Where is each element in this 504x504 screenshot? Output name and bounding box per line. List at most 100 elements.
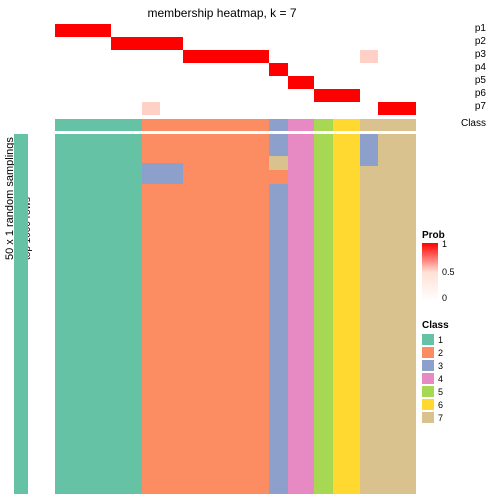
membership-cell [40, 89, 55, 102]
membership-cell [360, 24, 379, 37]
membership-cell [314, 76, 333, 89]
heatmap-column [360, 134, 379, 494]
class-cell [55, 119, 85, 131]
membership-cell [333, 50, 359, 63]
heatmap-segment [111, 134, 141, 494]
membership-cell [85, 37, 111, 50]
membership-cell [183, 76, 269, 89]
heatmap-segment [360, 134, 379, 166]
heatmap-segment [142, 184, 161, 494]
membership-row [40, 37, 416, 50]
membership-cell [314, 102, 333, 115]
membership-cell [160, 63, 183, 76]
membership-cell [85, 102, 111, 115]
prob-legend-title: Prob [422, 230, 492, 241]
heatmap-segment [85, 134, 111, 494]
membership-cell [378, 76, 416, 89]
prob-legend: Prob 1 0.5 0 [422, 230, 492, 301]
membership-cell [269, 24, 288, 37]
p-row-labels: p1p2p3p4p5p6p7 [475, 24, 486, 115]
membership-cell [142, 63, 161, 76]
membership-cell [288, 24, 314, 37]
membership-cell [333, 24, 359, 37]
class-swatch [422, 334, 434, 345]
membership-cell [314, 37, 333, 50]
class-swatch [422, 412, 434, 423]
membership-cell [111, 24, 141, 37]
membership-cell [333, 76, 359, 89]
membership-cell [288, 63, 314, 76]
class-swatch [422, 347, 434, 358]
membership-cell [40, 63, 55, 76]
heatmap-column [314, 134, 333, 494]
membership-cell [333, 102, 359, 115]
heatmap-column [111, 134, 141, 494]
membership-cell [85, 24, 111, 37]
membership-cell [314, 63, 333, 76]
class-row [40, 119, 416, 131]
membership-cell [288, 76, 314, 89]
membership-cell [85, 76, 111, 89]
class-legend-label: 6 [438, 400, 443, 410]
heatmap-column [142, 134, 161, 494]
class-legend-item: 5 [422, 385, 492, 398]
membership-cell [269, 89, 288, 102]
membership-cell [360, 50, 379, 63]
chart-title: membership heatmap, k = 7 [0, 6, 444, 20]
membership-cell [142, 76, 161, 89]
class-legend-item: 1 [422, 333, 492, 346]
heatmap-segment [55, 134, 85, 494]
class-legend-label: 2 [438, 348, 443, 358]
membership-cell [288, 89, 314, 102]
heatmap-segment [160, 163, 183, 185]
heatmap-segment [269, 134, 288, 156]
membership-cell [55, 63, 85, 76]
class-cell [183, 119, 269, 131]
heatmap-segment [269, 156, 288, 170]
class-cell [314, 119, 333, 131]
heatmap-segment [378, 134, 416, 494]
membership-row [40, 76, 416, 89]
membership-cell [142, 50, 161, 63]
membership-cell [142, 24, 161, 37]
membership-cell [183, 63, 269, 76]
heatmap-column [85, 134, 111, 494]
heatmap-column [183, 134, 269, 494]
class-cell [111, 119, 141, 131]
membership-cell [111, 50, 141, 63]
membership-cell [85, 50, 111, 63]
membership-cell [183, 37, 269, 50]
membership-cell [183, 89, 269, 102]
membership-cell [55, 89, 85, 102]
membership-cell [40, 24, 55, 37]
class-cell [160, 119, 183, 131]
class-legend-item: 3 [422, 359, 492, 372]
membership-row [40, 50, 416, 63]
p-label: p7 [475, 102, 486, 115]
membership-cell [183, 24, 269, 37]
heatmap-segment [360, 166, 379, 494]
class-swatch [422, 373, 434, 384]
heatmap-column [333, 134, 359, 494]
membership-cell [111, 102, 141, 115]
membership-cell [55, 50, 85, 63]
class-cell [333, 119, 359, 131]
membership-cell [55, 24, 85, 37]
membership-cell [378, 24, 416, 37]
heatmap-segment [314, 134, 333, 494]
membership-cell [85, 63, 111, 76]
class-swatch [422, 360, 434, 371]
membership-cell [314, 50, 333, 63]
membership-cell [333, 63, 359, 76]
membership-cell [360, 63, 379, 76]
class-cell [40, 119, 55, 131]
heatmap-segment [160, 184, 183, 494]
heatmap-column [55, 134, 85, 494]
membership-cell [142, 89, 161, 102]
membership-cell [183, 102, 269, 115]
class-legend-label: 7 [438, 413, 443, 423]
heatmap-segment [269, 170, 288, 184]
membership-cell [269, 37, 288, 50]
membership-cell [183, 50, 269, 63]
class-legend-label: 3 [438, 361, 443, 371]
